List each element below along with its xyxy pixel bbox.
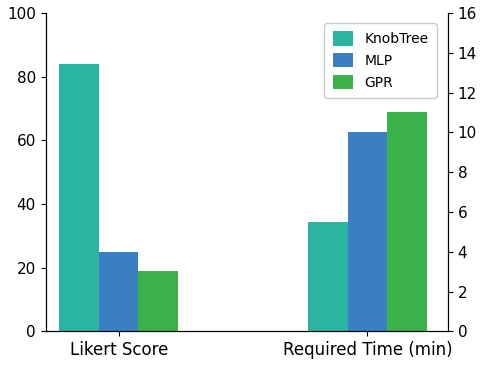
Bar	[308, 222, 348, 331]
Bar	[99, 252, 138, 331]
Bar	[138, 271, 178, 331]
Bar	[60, 64, 99, 331]
Legend: KnobTree, MLP, GPR: KnobTree, MLP, GPR	[324, 23, 437, 98]
Bar	[348, 132, 387, 331]
Bar	[387, 112, 427, 331]
